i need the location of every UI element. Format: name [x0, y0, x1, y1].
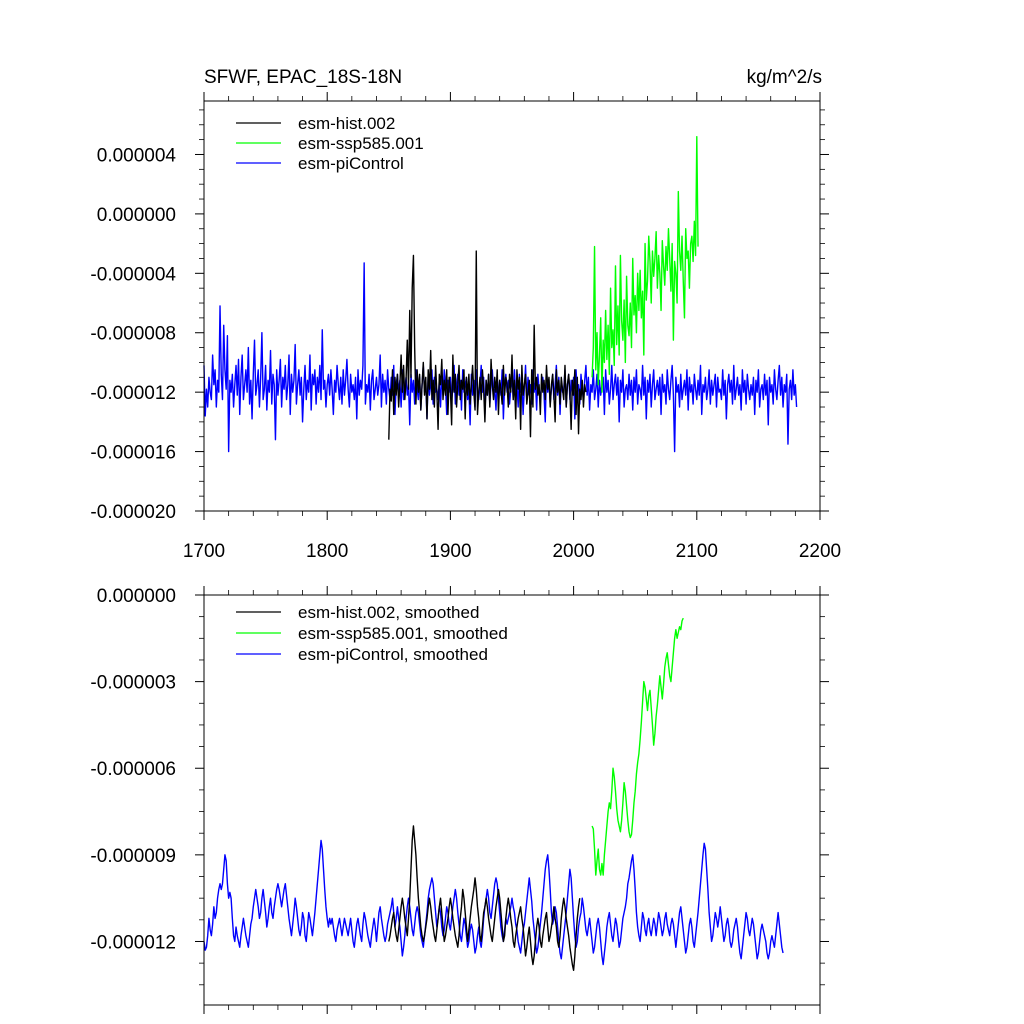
series-line-esm-hist-002-smoothed	[388, 825, 581, 972]
figure-title: SFWF, EPAC_18S-18N	[204, 67, 402, 88]
legend-label-ssp-smoothed: esm-ssp585.001, smoothed	[298, 624, 508, 643]
top-series-lines	[203, 135, 798, 453]
top-y-tick-label: -0.000008	[90, 324, 176, 345]
bottom-y-tick-label: -0.000012	[90, 932, 176, 953]
legend-label-hist: esm-hist.002	[298, 114, 395, 133]
bottom-y-tick-label: -0.000009	[90, 846, 176, 867]
top-major-ticks: 1700 1800 1900 2000 2100 2200 -0.000020 -0.0000…	[90, 92, 841, 562]
series-line-esm-picontrol	[203, 262, 798, 453]
top-minor-ticks	[199, 96, 825, 516]
series-line-esm-hist-002	[388, 250, 587, 440]
legend-label-hist-smoothed: esm-hist.002, smoothed	[298, 603, 479, 622]
bottom-y-tick-label: -0.000003	[90, 673, 176, 694]
bottom-y-tick-label: 0.000000	[97, 586, 176, 607]
top-x-tick-label: 2100	[676, 541, 718, 562]
top-y-tick-label: -0.000012	[90, 383, 176, 404]
legend-label-pi-smoothed: esm-piControl, smoothed	[298, 645, 488, 664]
top-y-tick-label: -0.000004	[90, 264, 176, 285]
units-label: kg/m^2/s	[747, 67, 822, 88]
top-y-tick-label: 0.000000	[97, 205, 176, 226]
series-line-esm-ssp585-001	[591, 135, 699, 393]
top-x-tick-label: 1900	[429, 541, 471, 562]
bottom-legend: esm-hist.002, smoothed esm-ssp585.001, s…	[236, 603, 508, 664]
bottom-panel: -0.000012 -0.000009 -0.000006 -0.000003 0.00…	[90, 586, 829, 1014]
top-plot-frame	[203, 100, 821, 512]
top-x-tick-label: 1800	[306, 541, 348, 562]
top-y-tick-label: -0.000020	[90, 502, 176, 523]
top-x-tick-label: 2000	[552, 541, 594, 562]
legend-label-ssp: esm-ssp585.001	[298, 134, 424, 153]
bottom-major-ticks: -0.000012 -0.000009 -0.000006 -0.000003 0.00…	[90, 586, 829, 1014]
top-panel: 1700 1800 1900 2000 2100 2200 -0.000020 -0.0000…	[90, 92, 841, 562]
bottom-y-tick-label: -0.000006	[90, 759, 176, 780]
bottom-series-lines	[203, 617, 784, 972]
bottom-plot-frame	[203, 594, 821, 1006]
top-y-tick-label: -0.000016	[90, 443, 176, 464]
series-line-esm-ssp585-001-smoothed	[591, 617, 684, 876]
series-line-esm-picontrol-smoothed	[203, 839, 784, 966]
legend-label-pi: esm-piControl	[298, 154, 404, 173]
top-legend: esm-hist.002 esm-ssp585.001 esm-piContro…	[236, 114, 424, 173]
top-x-tick-label: 2200	[799, 541, 841, 562]
bottom-minor-ticks	[199, 590, 825, 1010]
top-x-tick-label: 1700	[183, 541, 225, 562]
top-y-tick-label: 0.000004	[97, 145, 177, 166]
